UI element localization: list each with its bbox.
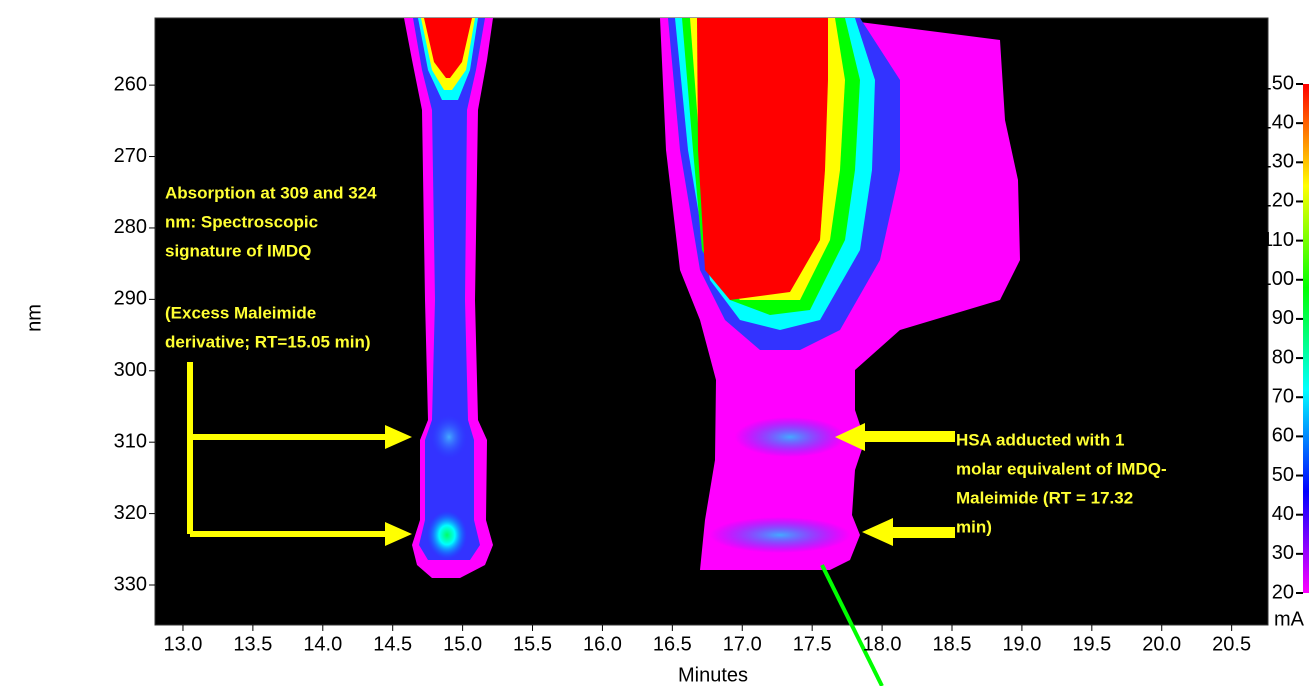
y-tick-label: 320 [114, 502, 147, 524]
colorbar-tick-label: 90 [1272, 307, 1294, 329]
x-tick-label: 14.5 [373, 633, 412, 655]
x-tick-label: 15.5 [513, 633, 552, 655]
y-tick-label: 270 [114, 145, 147, 167]
x-tick-label: 20.0 [1142, 633, 1181, 655]
x-tick-label: 18.0 [863, 633, 902, 655]
arrow-shaft [890, 527, 955, 538]
spot [710, 517, 850, 553]
colorbar-tick-label: 50 [1272, 464, 1294, 486]
chart: nm Minutes mA 13.0 13.5 14.0 14.5 15.0 15.5 16… [0, 0, 1315, 686]
x-tick-label: 19.5 [1072, 633, 1111, 655]
colorbar-tick-label: 40 [1272, 503, 1294, 525]
colorbar-tick-label: 100 [1261, 268, 1294, 290]
colorbar-tick-label: 140 [1261, 111, 1294, 133]
x-tick-label: 17.5 [793, 633, 832, 655]
colorbar-tick-label: 130 [1261, 151, 1294, 173]
x-tick-label: 15.0 [443, 633, 482, 655]
annotation: HSA adducted with 1 [956, 430, 1124, 449]
peak-red [697, 18, 828, 300]
arrow-shaft [860, 431, 955, 442]
annotation: Maleimide (RT = 17.32 [956, 488, 1133, 507]
colorbar-tick-label: 20 [1272, 581, 1294, 603]
y-tick-label: 290 [114, 288, 147, 310]
arrow-shaft [190, 434, 388, 440]
annotation: molar equivalent of IMDQ- [956, 459, 1167, 478]
annotation: nm: Spectroscopic [165, 212, 318, 231]
annotation: signature of IMDQ [165, 241, 311, 260]
colorbar-tick-label: 150 [1261, 72, 1294, 94]
arrow-shaft [190, 531, 388, 537]
colorbar-tick-label: 120 [1261, 190, 1294, 212]
colorbar-tick-label: 80 [1272, 346, 1294, 368]
x-tick-label: 16.0 [583, 633, 622, 655]
x-tick-label: 19.0 [1002, 633, 1041, 655]
colorbar-tick-label: 110 [1262, 229, 1294, 251]
x-tick-label: 18.5 [933, 633, 972, 655]
spot [427, 511, 467, 559]
x-tick-label: 14.0 [303, 633, 342, 655]
x-tick-label: 13.5 [233, 633, 272, 655]
spot [735, 417, 845, 457]
annotation: Absorption at 309 and 324 [165, 183, 377, 202]
colorbar [1303, 84, 1309, 593]
spot [431, 415, 467, 459]
y-tick-label: 280 [114, 216, 147, 238]
y-tick-label: 310 [114, 430, 147, 452]
y-axis-title: nm [23, 304, 45, 332]
x-tick-label: 13.0 [163, 633, 202, 655]
x-tick-label: 16.5 [653, 633, 692, 655]
x-tick-label: 17.0 [723, 633, 762, 655]
colorbar-tick-label: 30 [1272, 542, 1294, 564]
x-axis-title: Minutes [678, 664, 748, 686]
bracket [187, 362, 193, 534]
y-tick-label: 300 [114, 359, 147, 381]
colorbar-tick-label: 70 [1272, 386, 1294, 408]
x-tick-label: 20.5 [1212, 633, 1251, 655]
y-tick-label: 260 [114, 73, 147, 95]
colorbar-title: mA [1274, 608, 1305, 630]
annotation: derivative; RT=15.05 min) [165, 332, 371, 351]
annotation: (Excess Maleimide [165, 303, 316, 322]
colorbar-tick-label: 60 [1272, 425, 1294, 447]
y-tick-label: 330 [114, 573, 147, 595]
annotation: min) [956, 517, 992, 536]
